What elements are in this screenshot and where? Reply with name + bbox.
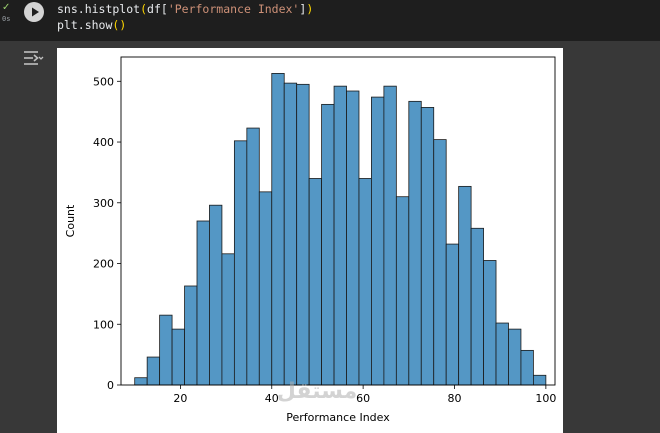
histogram-bar [445, 243, 460, 386]
x-tick-label: 100 [535, 392, 556, 405]
histogram-bar [395, 196, 410, 386]
code-token: sns.histplot [57, 2, 141, 16]
x-tick-label: 80 [447, 392, 461, 405]
histogram-bar [271, 72, 285, 386]
y-axis-label: Count [64, 204, 77, 237]
histogram-bar [321, 103, 335, 386]
histogram-bar [209, 204, 223, 386]
code-token: plt.show [57, 18, 113, 32]
bars-group [134, 72, 547, 386]
y-tick-label: 500 [93, 75, 114, 88]
histogram-bar [134, 377, 148, 386]
histogram-bar [483, 260, 497, 386]
watermark-logo: مستقل [277, 379, 357, 404]
histogram-bar [184, 285, 198, 386]
code-string: 'Performance Index' [167, 2, 300, 16]
histogram-bar [408, 100, 422, 386]
histogram-chart: 20 40 60 80 100 0 100 200 300 400 500 Performance… [64, 56, 556, 424]
histogram-bar [346, 90, 360, 386]
histogram-bar [196, 220, 210, 386]
histogram-bar [333, 85, 347, 386]
y-tick-label: 400 [93, 136, 114, 149]
histogram-bar [470, 227, 484, 386]
execution-time: 0s [2, 15, 11, 23]
x-tick-label: 40 [265, 392, 279, 405]
histogram-bar [533, 374, 547, 386]
code-editor[interactable]: sns.histplot(df['Performance Index']) pl… [57, 1, 313, 33]
play-icon [32, 7, 39, 17]
code-cell[interactable]: ✓ 0s sns.histplot(df['Performance Index'… [0, 0, 660, 41]
x-tick-label: 60 [356, 392, 370, 405]
histogram-bar [233, 140, 248, 386]
code-line-1: sns.histplot(df['Performance Index']) [57, 1, 313, 17]
y-axis-ticks: 0 100 200 300 400 500 [93, 75, 121, 392]
histogram-bar [308, 178, 322, 386]
run-cell-button[interactable] [24, 2, 44, 22]
histogram-bar [458, 185, 472, 386]
histogram-bar [495, 322, 509, 386]
x-axis-label: Performance Index [286, 411, 390, 424]
histogram-bar [258, 191, 273, 386]
cell-status: ✓ 0s [2, 2, 14, 24]
code-line-2: plt.show() [57, 17, 313, 33]
histogram-bar [171, 328, 185, 386]
histogram-bar [371, 96, 385, 386]
code-token: () [112, 18, 127, 32]
code-token: ( [140, 2, 148, 16]
histogram-bar [433, 139, 447, 386]
histogram-bar [520, 349, 534, 386]
y-tick-label: 100 [93, 318, 114, 331]
output-collapse-icon[interactable] [22, 49, 44, 67]
histogram-bar [508, 328, 522, 386]
histogram-bar [383, 85, 397, 386]
x-tick-label: 20 [173, 392, 187, 405]
check-icon: ✓ [2, 2, 11, 13]
y-tick-label: 200 [93, 258, 114, 271]
histogram-bar [159, 314, 173, 386]
histogram-bar [146, 356, 161, 386]
histogram-figure: 20 40 60 80 100 0 100 200 300 400 500 Performance… [57, 48, 563, 433]
x-axis-ticks: 20 40 60 80 100 [173, 385, 556, 405]
histogram-bar [221, 253, 235, 386]
histogram-bar [358, 178, 372, 386]
histogram-bar [296, 83, 310, 386]
code-token: ) [306, 2, 314, 16]
axes-frame [120, 56, 556, 386]
y-tick-label: 0 [107, 379, 114, 392]
code-token: ] [299, 2, 307, 16]
code-token: df[ [147, 2, 168, 16]
histogram-bar [420, 107, 435, 386]
histogram-bar [283, 82, 298, 386]
histogram-bar [246, 127, 260, 386]
y-tick-label: 300 [93, 197, 114, 210]
